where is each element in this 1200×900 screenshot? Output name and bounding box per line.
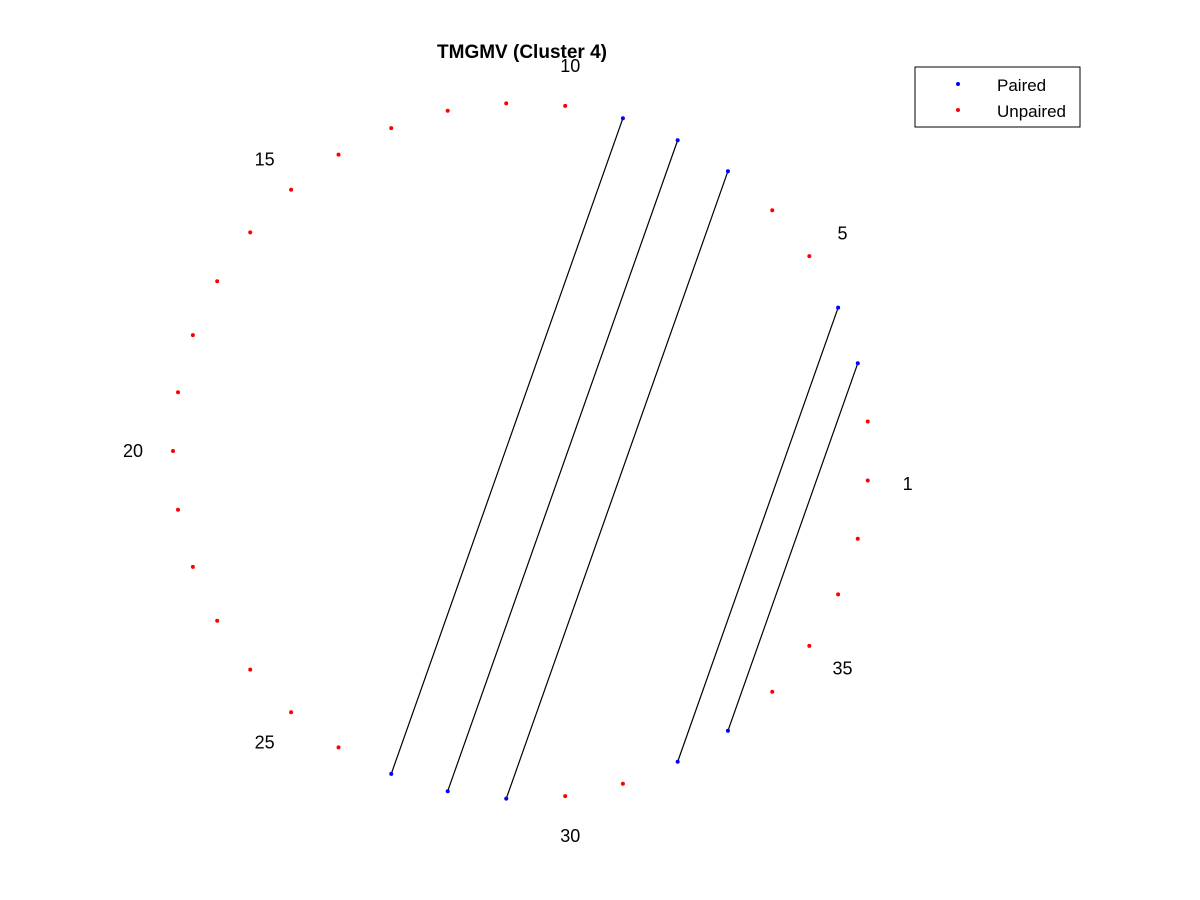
position-point-18: [190, 333, 195, 338]
legend-marker-unpaired: [956, 108, 960, 112]
position-point-34: [770, 689, 775, 694]
pair-link-4-32: [677, 307, 839, 762]
position-point-2: [865, 419, 870, 424]
legend: Paired Unpaired: [914, 66, 1081, 128]
position-point-20: [171, 449, 175, 453]
legend-box: [914, 66, 1081, 128]
pair-link-9-27: [390, 118, 624, 775]
pair-links: [390, 118, 859, 799]
position-point-36: [836, 592, 841, 597]
position-point-37: [855, 536, 860, 541]
position-point-9: [620, 116, 625, 121]
position-point-17: [215, 279, 220, 284]
position-point-30: [563, 794, 568, 799]
position-point-22: [190, 564, 195, 569]
position-point-10: [563, 103, 568, 108]
position-point-32: [675, 759, 680, 764]
position-label-35: 35: [832, 658, 852, 678]
position-point-8: [675, 138, 680, 143]
position-point-26: [336, 745, 341, 750]
position-point-31: [620, 781, 625, 786]
position-point-12: [445, 108, 450, 113]
position-label-10: 10: [560, 56, 580, 76]
position-point-29: [504, 796, 509, 801]
position-point-14: [336, 152, 341, 157]
position-label-1: 1: [903, 474, 913, 494]
position-label-30: 30: [560, 826, 580, 846]
chart-title: TMGMV (Cluster 4): [437, 42, 607, 63]
position-point-35: [807, 643, 812, 648]
position-label-25: 25: [255, 732, 275, 752]
pair-link-7-29: [505, 171, 729, 799]
position-point-5: [807, 254, 812, 259]
position-point-28: [445, 789, 450, 794]
position-point-24: [248, 667, 253, 672]
position-point-6: [770, 208, 775, 213]
position-point-27: [389, 771, 394, 776]
position-points: [171, 101, 870, 801]
position-label-15: 15: [255, 150, 275, 170]
pair-link-3-33: [727, 363, 859, 731]
position-point-3: [855, 361, 860, 366]
position-point-33: [725, 728, 730, 733]
legend-label-unpaired: Unpaired: [997, 102, 1066, 121]
position-point-1: [865, 478, 870, 483]
position-point-16: [248, 230, 253, 235]
position-point-15: [289, 187, 294, 192]
position-point-13: [389, 126, 394, 131]
legend-marker-paired: [956, 82, 960, 86]
position-point-23: [215, 618, 220, 623]
position-label-5: 5: [837, 224, 847, 244]
legend-label-paired: Paired: [997, 76, 1046, 95]
position-point-11: [504, 101, 509, 106]
pair-link-8-28: [447, 140, 679, 792]
position-label-20: 20: [123, 441, 143, 461]
position-point-4: [836, 305, 841, 310]
position-point-21: [176, 507, 181, 512]
position-point-19: [176, 390, 181, 395]
position-point-7: [725, 169, 730, 174]
position-point-25: [289, 710, 294, 715]
